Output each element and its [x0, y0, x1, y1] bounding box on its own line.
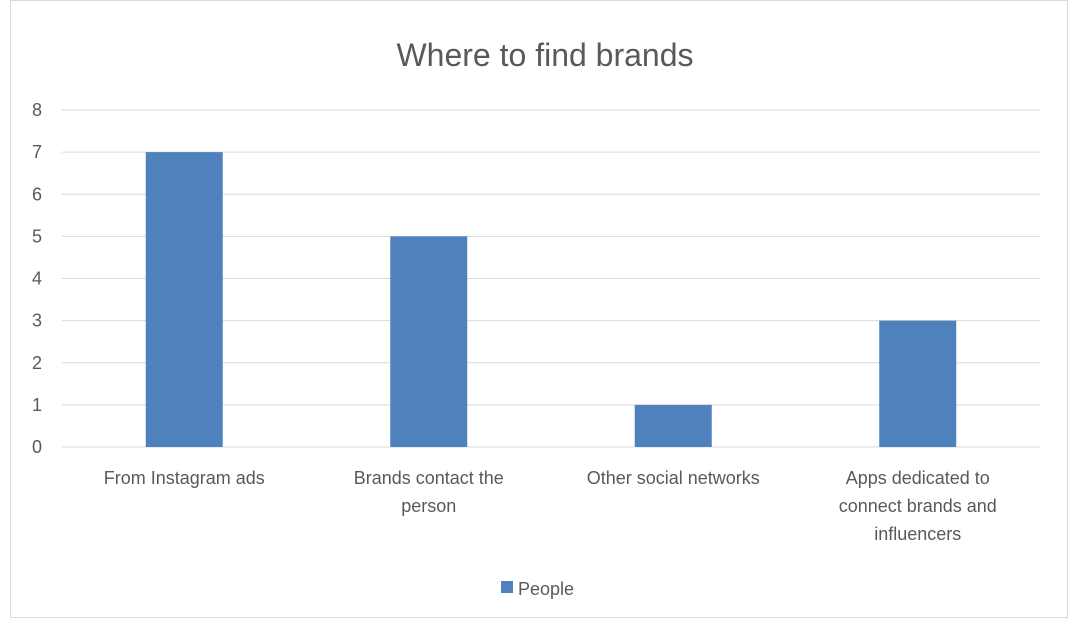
- x-axis-labels: From Instagram ads Brands contact the pers…: [104, 468, 997, 544]
- bars: [145, 152, 957, 447]
- y-tick-label: 1: [32, 395, 42, 415]
- y-tick-label: 2: [32, 353, 42, 373]
- legend-label-people: People: [518, 579, 574, 599]
- x-category-label: Apps dedicated to connect brands and influ…: [839, 468, 997, 544]
- chart-title: Where to find brands: [396, 37, 693, 73]
- gridlines: [62, 109, 1040, 448]
- bar: [145, 152, 223, 447]
- bar: [390, 236, 468, 447]
- y-tick-label: 8: [32, 100, 42, 120]
- bar: [879, 320, 957, 447]
- bar: [634, 404, 712, 447]
- y-tick-label: 3: [32, 311, 42, 331]
- y-tick-label: 7: [32, 142, 42, 162]
- legend-swatch-people: [501, 581, 513, 593]
- y-tick-label: 0: [32, 437, 42, 457]
- y-tick-label: 6: [32, 184, 42, 204]
- x-category-label: Brands contact the person: [354, 468, 504, 516]
- y-tick-label: 4: [32, 269, 42, 289]
- x-category-label: Other social networks: [587, 468, 760, 488]
- y-axis-ticks: 0 1 2 3 4 5 6 7 8: [32, 100, 42, 457]
- legend: People: [501, 579, 574, 599]
- y-tick-label: 5: [32, 226, 42, 246]
- x-category-label: From Instagram ads: [104, 468, 265, 488]
